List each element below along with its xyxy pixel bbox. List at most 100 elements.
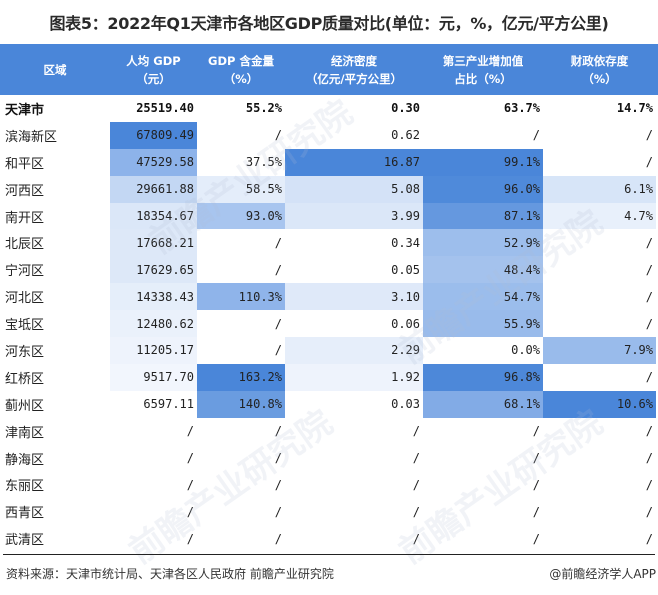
gdp-per-capita-cell: 47529.58	[110, 148, 197, 176]
fiscal-dependence-cell: /	[645, 370, 653, 385]
tertiary-share-cell: 96.0%	[423, 175, 543, 203]
gdp-per-capita-cell: 9517.70	[110, 363, 197, 391]
gdp-per-capita-cell: /	[186, 531, 194, 546]
gdp-quality-cell: 163.2%	[197, 363, 285, 391]
fiscal-dependence-cell: /	[645, 128, 653, 143]
gdp-quality-cell: 93.0%	[197, 202, 285, 230]
tertiary-share-cell: 54.7%	[423, 283, 543, 311]
gdp-quality-cell: /	[274, 235, 282, 250]
fiscal-dependence-cell: 4.7%	[543, 202, 656, 230]
fiscal-dependence-cell: 7.9%	[543, 337, 656, 364]
gdp-quality-cell: /	[274, 477, 282, 492]
economic-density-cell: 16.87	[285, 148, 423, 176]
table-row: 和平区 47529.58 37.5% 16.87 99.1% /	[0, 148, 658, 176]
header-economic-density: 经济密度 （亿元/平方公里）	[305, 53, 403, 86]
economic-density-cell: 3.99	[285, 202, 423, 230]
fiscal-dependence-cell: /	[645, 451, 653, 466]
fiscal-dependence-cell: 10.6%	[543, 390, 656, 418]
table-row: 西青区 / / / / /	[0, 498, 658, 525]
economic-density-cell: 0.62	[391, 128, 420, 143]
gdp-quality-cell: 55.2%	[245, 101, 282, 116]
source-note: 资料来源：天津市统计局、天津各区人民政府 前瞻产业研究院	[6, 567, 334, 581]
table-row: 天津市 25519.40 55.2% 0.30 63.7% 14.7%	[0, 95, 658, 122]
gdp-per-capita-cell: /	[186, 451, 194, 466]
gdp-per-capita-cell: 17668.21	[110, 229, 197, 257]
region-name: 滨海新区	[5, 129, 58, 145]
gdp-per-capita-cell: 67809.49	[110, 121, 197, 149]
table-bottom-border	[3, 554, 655, 555]
region-name: 南开区	[5, 210, 45, 226]
gdp-per-capita-cell: 29661.88	[110, 175, 197, 203]
gdp-quality-cell: /	[274, 343, 282, 358]
region-name: 河北区	[5, 291, 45, 307]
gdp-per-capita-cell: 11205.17	[110, 337, 197, 364]
economic-density-cell: /	[412, 451, 420, 466]
gdp-per-capita-cell: /	[186, 504, 194, 519]
gdp-per-capita-cell: /	[186, 424, 194, 439]
tertiary-share-cell: /	[532, 424, 540, 439]
gdp-per-capita-cell: 6597.11	[143, 397, 194, 412]
tertiary-share-cell: 99.1%	[423, 148, 543, 176]
fiscal-dependence-cell: /	[645, 531, 653, 546]
tertiary-share-cell: 63.7%	[503, 101, 540, 116]
header-fiscal-dependence: 财政依存度 （%）	[570, 53, 629, 86]
fiscal-dependence-cell: /	[645, 262, 653, 277]
tertiary-share-cell: /	[532, 531, 540, 546]
fiscal-dependence-cell: /	[645, 289, 653, 304]
economic-density-cell: 0.06	[391, 316, 420, 331]
chart-title: 图表5：2022年Q1天津市各地区GDP质量对比(单位：元，%，亿元/平方公里)	[49, 14, 609, 33]
economic-density-cell: 0.34	[391, 235, 420, 250]
fiscal-dependence-cell: 6.1%	[543, 175, 656, 203]
gdp-quality-cell: 110.3%	[197, 283, 285, 311]
fiscal-dependence-cell: /	[645, 235, 653, 250]
header-tertiary-share: 第三产业增加值 占比（%）	[442, 53, 524, 86]
economic-density-cell: 0.05	[391, 262, 420, 277]
header-region: 区域	[43, 62, 67, 77]
gdp-quality-cell: 37.5%	[245, 155, 282, 170]
fiscal-dependence-cell: /	[645, 316, 653, 331]
tertiary-share-cell: 87.1%	[423, 202, 543, 230]
tertiary-share-cell: 68.1%	[423, 390, 543, 418]
region-name: 和平区	[5, 156, 45, 172]
table-row: 宝坻区 12480.62 / 0.06 55.9% /	[0, 310, 658, 338]
economic-density-cell: 2.29	[285, 337, 423, 364]
gdp-quality-cell: /	[274, 451, 282, 466]
gdp-quality-cell: 140.8%	[197, 390, 285, 418]
region-name: 北辰区	[5, 237, 45, 253]
fiscal-dependence-cell: 14.7%	[616, 101, 653, 116]
fiscal-dependence-cell: /	[645, 477, 653, 492]
tertiary-share-cell: 96.8%	[423, 363, 543, 391]
gdp-quality-cell: /	[274, 504, 282, 519]
table-row: 东丽区 / / / / /	[0, 471, 658, 498]
region-name: 红桥区	[5, 371, 45, 387]
table-row: 宁河区 17629.65 / 0.05 48.4% /	[0, 256, 658, 284]
economic-density-cell: 3.10	[285, 283, 423, 311]
gdp-per-capita-cell: /	[186, 477, 194, 492]
region-name: 西青区	[5, 506, 45, 522]
economic-density-cell: 5.08	[285, 175, 423, 203]
economic-density-cell: /	[412, 531, 420, 546]
data-table: 区域 人均 GDP （元） GDP 含金量 （%） 经济密度 （亿元/平方公里） 第三…	[0, 44, 658, 552]
tertiary-share-cell: 52.9%	[423, 229, 543, 257]
table-row: 津南区 / / / / /	[0, 418, 658, 445]
table-row: 武清区 / / / / /	[0, 525, 658, 552]
table-body: 天津市 25519.40 55.2% 0.30 63.7% 14.7% 滨海新区 67809.…	[0, 95, 658, 552]
tertiary-share-cell: /	[532, 128, 540, 143]
tertiary-share-cell: 0.0%	[511, 343, 540, 358]
gdp-quality-cell: /	[274, 316, 282, 331]
economic-density-cell: /	[412, 424, 420, 439]
tertiary-share-cell: 55.9%	[423, 310, 543, 338]
credit-note: @前瞻经济学人APP	[549, 567, 656, 581]
gdp-quality-cell: /	[274, 128, 282, 143]
gdp-per-capita-cell: 17629.65	[110, 256, 197, 284]
table-row: 河东区 11205.17 /2.29 0.0% 7.9%	[0, 337, 658, 364]
gdp-quality-cell: /	[274, 262, 282, 277]
gdp-quality-cell: 58.5%	[197, 175, 285, 203]
header-gdp-per-capita: 人均 GDP （元）	[126, 53, 181, 86]
gdp-quality-cell: /	[274, 424, 282, 439]
region-name: 宁河区	[5, 264, 45, 280]
gdp-per-capita-cell: 18354.67	[110, 202, 197, 230]
economic-density-cell: 0.30	[391, 101, 420, 116]
table-row: 滨海新区 67809.49 / 0.62 / /	[0, 121, 658, 149]
region-name: 宝坻区	[5, 318, 45, 334]
